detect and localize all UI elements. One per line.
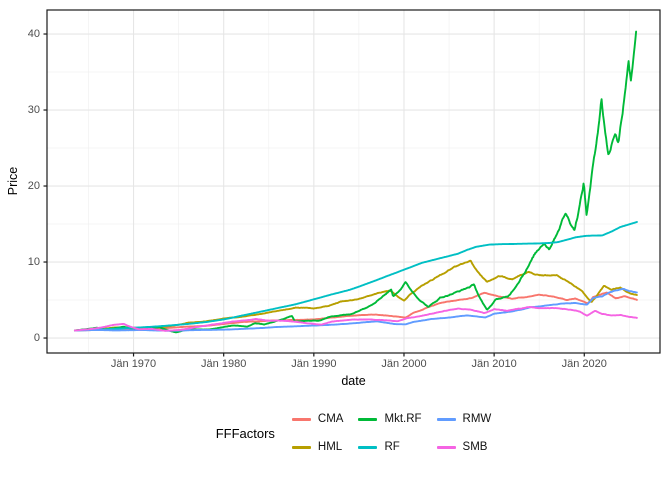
legend-entry-Mkt.RF: Mkt.RF [358, 411, 422, 427]
legend-entry-RF: RF [358, 439, 421, 455]
legend-entries: CMA HML Mkt.RF RF RMW SMB [291, 411, 492, 455]
x-tick-label: Jän 1970 [110, 358, 157, 370]
legend-key-line-Mkt.RF [358, 417, 378, 421]
legend-title: FFFactors [215, 425, 275, 441]
series-line-CMA [73, 291, 638, 332]
legend-label: SMB [462, 441, 488, 453]
x-tick-label: Jän 1980 [201, 358, 247, 370]
legend-label: RF [384, 441, 400, 453]
legend-label: RMW [462, 413, 492, 425]
legend-label: CMA [317, 413, 344, 425]
legend-key-line-RMW [436, 417, 456, 421]
y-tick-label: 40 [27, 27, 40, 40]
y-tick-label: 10 [27, 255, 40, 268]
y-tick-label: 30 [27, 103, 40, 116]
legend-entry-HML: HML [291, 439, 344, 455]
x-tick-label: Jän 2010 [471, 358, 517, 370]
y-tick-label: 20 [27, 179, 40, 192]
x-axis-title: date [341, 374, 366, 388]
legend: FFFactors CMA HML Mkt.RF RF RMW SMB [47, 411, 660, 455]
plot-panel [43, 9, 661, 357]
legend-entry-CMA: CMA [291, 411, 344, 427]
panel-background [47, 10, 660, 353]
legend-key-line-CMA [291, 417, 311, 421]
legend-entry-RMW: RMW [436, 411, 492, 427]
x-tick-label: Jän 2000 [381, 358, 427, 370]
x-tick-label: Jän 1990 [291, 358, 337, 370]
legend-label: HML [317, 441, 343, 453]
legend-key-line-SMB [436, 445, 456, 449]
series-line-RF [73, 221, 638, 332]
y-tick-label: 0 [33, 331, 40, 344]
series-line-SMB [73, 306, 638, 332]
legend-label: Mkt.RF [384, 413, 422, 425]
legend-entry-SMB: SMB [436, 439, 492, 455]
legend-key-line-HML [291, 445, 311, 449]
x-tick-label: Jän 2020 [561, 358, 607, 370]
legend-key-line-RF [358, 445, 378, 449]
panel-border [46, 9, 661, 354]
